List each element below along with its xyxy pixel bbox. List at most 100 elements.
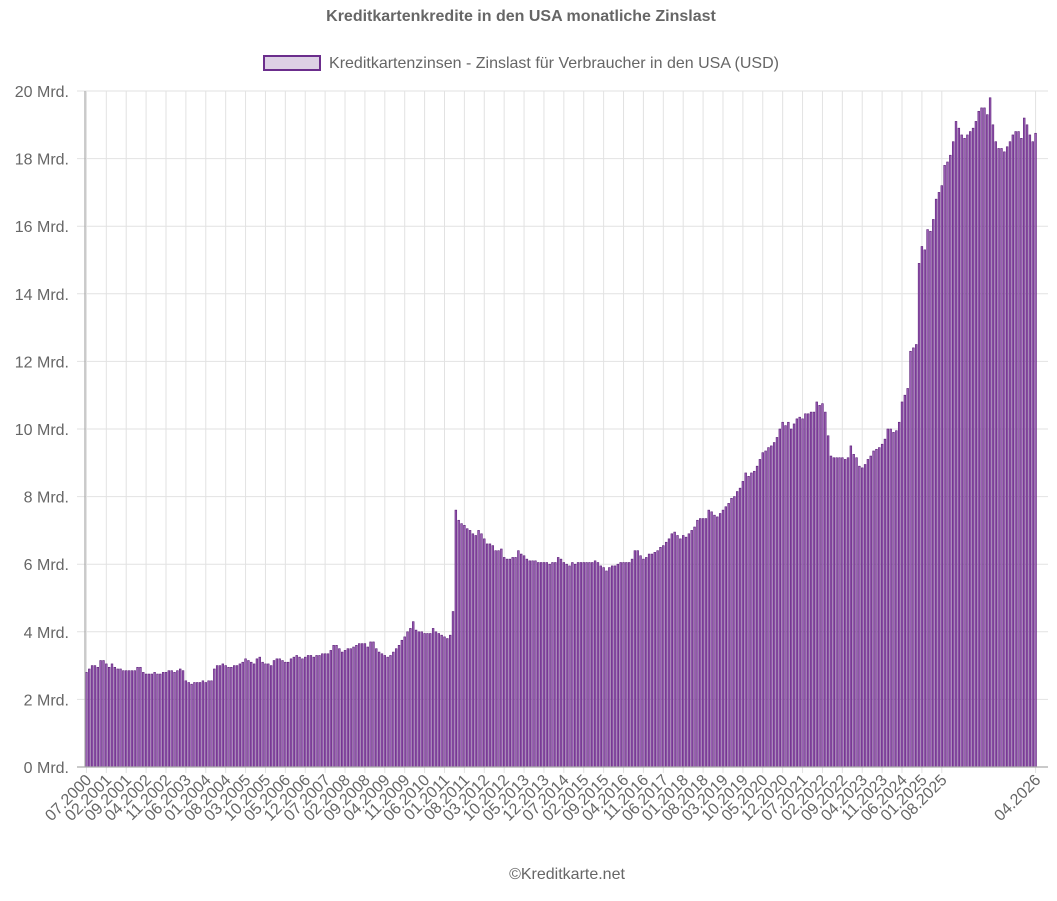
bar [772,442,776,768]
bar [511,557,514,768]
bar [93,665,97,768]
bar [335,645,338,768]
bar [869,455,872,768]
bar [343,650,347,768]
bar [531,560,534,768]
bar [917,263,921,768]
bar [295,655,298,768]
bar [292,656,296,768]
bar [318,655,321,768]
bar [1003,151,1006,768]
bar [443,636,446,768]
bar [562,562,566,768]
bar [238,663,242,768]
bar [693,526,696,768]
bar [539,562,543,768]
bar [426,633,429,768]
bar [301,658,304,768]
bar [892,432,895,768]
bar [213,668,216,768]
bar [417,631,421,768]
bar [639,555,642,768]
bar [1034,132,1037,768]
bar [809,411,813,768]
bar [525,558,529,768]
bar [494,550,497,768]
bar [591,562,594,768]
bar [750,472,753,768]
bar [608,567,611,768]
bar [434,631,438,768]
y-tick-label: 14 Mrd. [15,287,69,304]
bar [744,472,747,768]
bar [556,557,560,768]
bar [574,563,577,768]
bar [210,680,213,768]
bar [215,665,219,768]
bar [630,558,634,768]
bar [656,550,659,768]
y-tick-label: 20 Mrd. [15,84,69,101]
bar [903,394,907,768]
bar [934,198,938,768]
bar [736,491,739,768]
bar [798,416,801,768]
bar [272,660,276,768]
bar [184,680,188,768]
bar [201,680,205,768]
bar [363,643,367,768]
bar [247,660,250,768]
bar [85,672,88,768]
bar [159,673,162,768]
bar [659,546,662,768]
bar [99,660,102,768]
bar [312,656,315,768]
bar [241,661,244,768]
bar [221,663,225,768]
bar [932,219,935,768]
bar [142,672,145,768]
bar [315,655,318,768]
bar [130,670,134,768]
bar [133,670,136,768]
bar [468,530,472,768]
bar [576,562,580,768]
bar [548,563,551,768]
bar [96,666,99,768]
bar [906,388,909,768]
bar [1014,131,1017,768]
bar [400,639,404,768]
bar [198,682,202,768]
bar [682,535,685,768]
bar [849,445,853,768]
bar [801,418,804,768]
bar [383,655,386,768]
bar [1031,141,1034,768]
bar [559,558,563,768]
bar [883,438,887,768]
legend[interactable]: Kreditkartenzinsen - Zinslast für Verbra… [0,55,1042,73]
bar [372,641,375,768]
bar [664,541,668,768]
bar [252,663,256,768]
bar [622,562,625,768]
bars [85,97,1037,768]
bar [261,661,264,768]
bar [886,428,889,768]
bar [500,548,503,768]
bar [127,670,131,768]
bar [588,562,591,768]
bar [406,631,409,768]
bar [733,496,736,768]
bar [843,459,847,768]
bar [250,661,253,768]
bar [508,558,512,768]
y-tick-label: 16 Mrd. [15,219,69,236]
bar [787,421,790,768]
bar [190,683,193,768]
bar [829,455,833,768]
bar [667,538,671,768]
bar [116,668,119,768]
bar [1023,117,1026,768]
bar [153,672,156,768]
